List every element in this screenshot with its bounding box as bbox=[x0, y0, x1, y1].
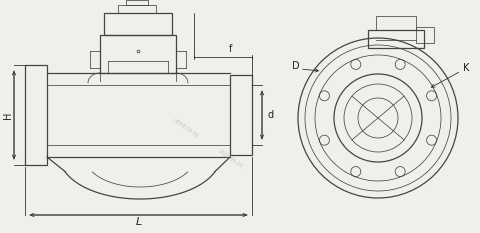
Bar bbox=[100, 35, 176, 73]
Text: H: H bbox=[3, 111, 13, 119]
Text: D: D bbox=[292, 61, 300, 71]
Bar bbox=[416, 27, 434, 43]
Bar bbox=[126, 0, 148, 5]
Bar bbox=[230, 75, 252, 155]
Text: 2020-09-23: 2020-09-23 bbox=[217, 149, 243, 169]
Text: HEBB.C6.88: HEBB.C6.88 bbox=[171, 118, 198, 139]
Bar bbox=[118, 5, 156, 13]
Bar bbox=[368, 30, 424, 48]
Bar bbox=[104, 13, 172, 35]
Text: f: f bbox=[229, 44, 233, 54]
Text: d: d bbox=[268, 110, 274, 120]
Bar bbox=[25, 65, 47, 165]
Text: L: L bbox=[135, 217, 142, 227]
Bar bbox=[376, 16, 416, 30]
Text: K: K bbox=[463, 63, 469, 73]
